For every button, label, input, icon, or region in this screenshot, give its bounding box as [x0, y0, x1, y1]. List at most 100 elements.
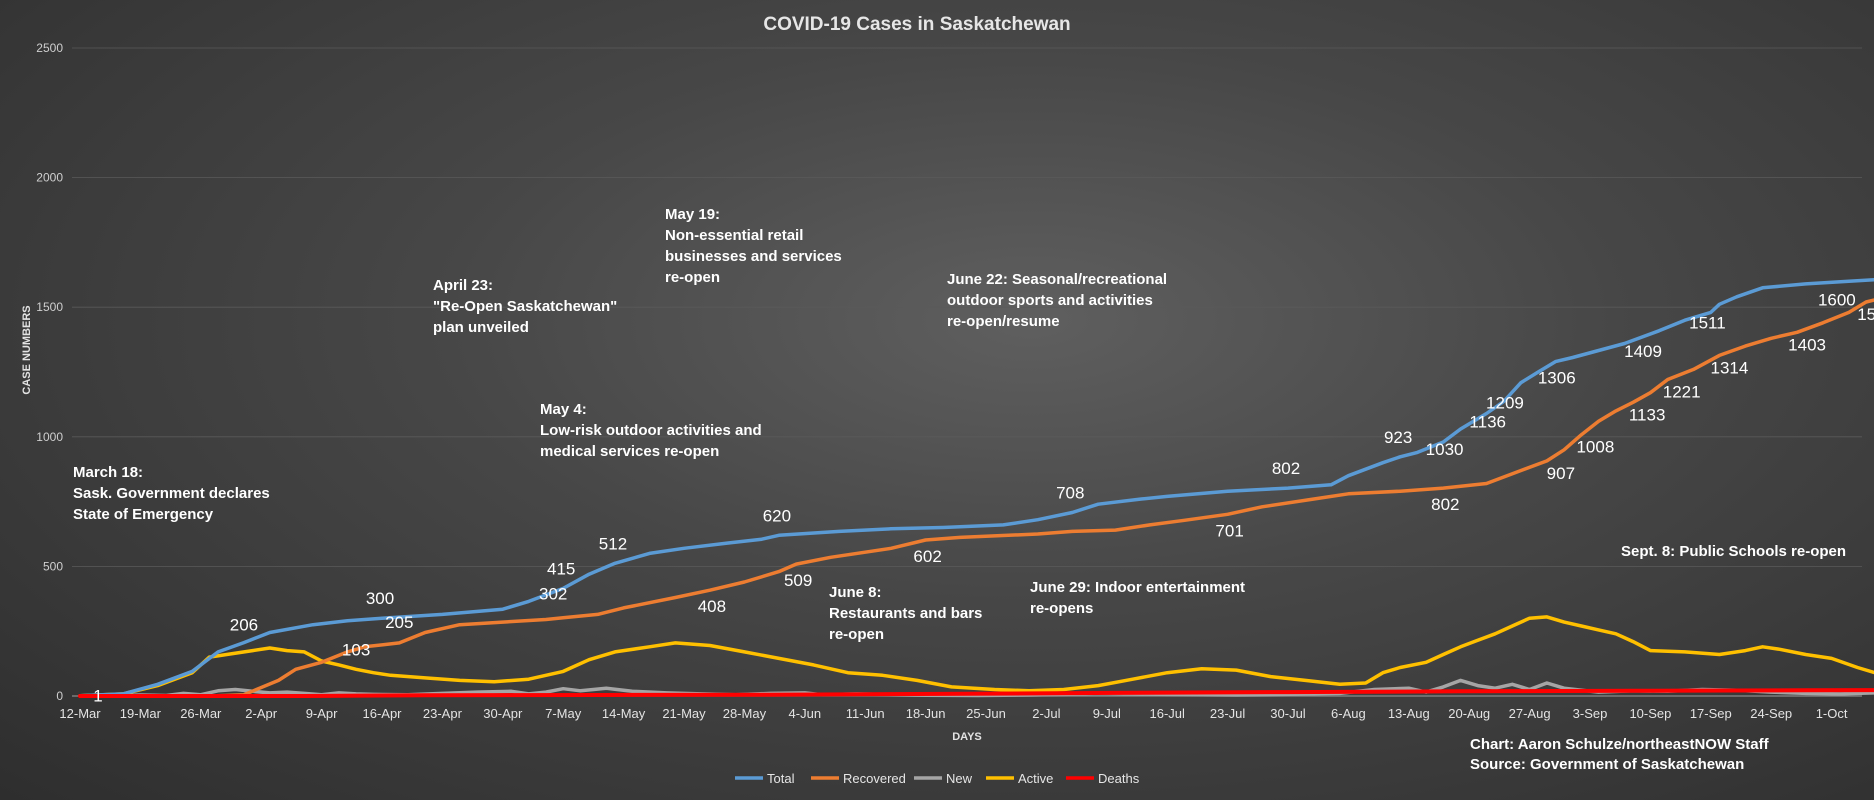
data-label: 1314	[1711, 358, 1749, 377]
y-axis-ticks: 0 500 1000 1500 2000 2500	[36, 41, 63, 703]
annotation-line: June 29: Indoor entertainment	[1030, 579, 1245, 596]
annotation: May 19: Non-essential retail businesses an…	[665, 206, 842, 286]
x-tick-label: 24-Sep	[1750, 706, 1792, 721]
data-label: 1600	[1818, 290, 1856, 309]
data-label: 300	[366, 589, 394, 608]
x-tick-label: 2-Apr	[245, 706, 277, 721]
x-tick-label: 21-May	[662, 706, 706, 721]
series-line-recovered	[78, 298, 1874, 698]
credit-line: Source: Government of Saskatchewan	[1470, 756, 1744, 773]
annotation-line: medical services re-open	[540, 443, 719, 460]
annotation: June 29: Indoor entertainment re-opens	[1030, 579, 1245, 617]
annotation-line: Restaurants and bars	[829, 605, 982, 622]
x-tick-label: 16-Apr	[362, 706, 402, 721]
data-label: 1136	[1469, 413, 1506, 432]
data-label: 1409	[1624, 342, 1662, 361]
data-label: 1030	[1426, 440, 1464, 459]
data-label: 1306	[1538, 368, 1576, 387]
annotation-line: Sask. Government declares	[73, 485, 270, 502]
x-tick-label: 25-Jun	[966, 706, 1006, 721]
series-lines	[78, 278, 1874, 698]
annotation-line: April 23:	[433, 277, 493, 294]
data-label: 620	[763, 506, 791, 525]
data-label: 1511	[1689, 313, 1726, 332]
x-tick-label: 19-Mar	[120, 706, 162, 721]
data-label: 701	[1215, 521, 1243, 540]
x-tick-label: 9-Apr	[306, 706, 338, 721]
data-label: 923	[1384, 428, 1412, 447]
x-tick-label: 30-Apr	[483, 706, 523, 721]
data-label: 415	[547, 559, 575, 578]
x-tick-label: 9-Jul	[1093, 706, 1121, 721]
series-line-active	[78, 615, 1874, 698]
x-tick-label: 1-Oct	[1816, 706, 1848, 721]
legend-label-deaths: Deaths	[1098, 771, 1140, 786]
x-tick-label: 7-May	[545, 706, 582, 721]
x-tick-label: 11-Jun	[846, 706, 885, 721]
legend-label-active: Active	[1018, 771, 1053, 786]
x-tick-label: 27-Aug	[1509, 706, 1551, 721]
annotation-line: Sept. 8: Public Schools re-open	[1621, 543, 1846, 560]
annotation-line: re-open	[665, 269, 720, 286]
x-tick-label: 23-Jul	[1210, 706, 1246, 721]
x-tick-label: 18-Jun	[906, 706, 946, 721]
data-label: 1133	[1629, 405, 1666, 424]
annotation-line: Low-risk outdoor activities and	[540, 422, 762, 439]
data-label: 103	[342, 640, 370, 659]
gridlines	[72, 47, 1862, 697]
x-tick-label: 23-Apr	[423, 706, 463, 721]
annotation: June 8: Restaurants and bars re-open	[829, 584, 982, 643]
x-tick-label: 26-Mar	[180, 706, 222, 721]
data-label: 602	[913, 547, 941, 566]
annotation: May 4: Low-risk outdoor activities and med…	[540, 401, 762, 460]
annotation-line: plan unveiled	[433, 319, 529, 336]
data-label: 1520	[1857, 305, 1874, 324]
x-tick-label: 13-Aug	[1388, 706, 1430, 721]
x-tick-label: 17-Sep	[1690, 706, 1732, 721]
credit-line: Chart: Aaron Schulze/northeastNOW Staff	[1470, 736, 1770, 753]
legend-label-new: New	[946, 771, 973, 786]
annotation-line: outdoor sports and activities	[947, 292, 1153, 309]
legend-label-total: Total	[767, 771, 795, 786]
y-tick-label: 1500	[36, 300, 63, 314]
annotation-line: businesses and services	[665, 248, 842, 265]
chart-credit: Chart: Aaron Schulze/northeastNOW Staff S…	[1470, 736, 1770, 773]
legend-label-recovered: Recovered	[843, 771, 906, 786]
x-tick-label: 3-Sep	[1573, 706, 1608, 721]
x-axis-ticks: 12-Mar 19-Mar 26-Mar 2-Apr 9-Apr 16-Apr 23-Apr…	[59, 706, 1847, 721]
x-tick-label: 16-Jul	[1149, 706, 1185, 721]
chart-title: COVID-19 Cases in Saskatchewan	[763, 14, 1070, 35]
x-tick-label: 6-Aug	[1331, 706, 1366, 721]
annotation: March 18: Sask. Government declares State …	[73, 464, 270, 523]
data-label: 1008	[1576, 438, 1614, 457]
data-label: 206	[230, 616, 258, 635]
x-tick-label: 30-Jul	[1270, 706, 1306, 721]
data-label: 205	[385, 613, 413, 632]
data-label: 1221	[1663, 383, 1701, 402]
x-tick-label: 20-Aug	[1448, 706, 1490, 721]
series-line-total	[78, 278, 1874, 698]
data-label: 802	[1272, 459, 1300, 478]
annotation: April 23: "Re-Open Saskatchewan" plan unve…	[433, 277, 617, 336]
data-label: 302	[539, 585, 567, 604]
annotation-line: re-open	[829, 626, 884, 643]
data-label: 907	[1547, 464, 1575, 483]
data-label: 1403	[1788, 335, 1826, 354]
x-tick-label: 28-May	[723, 706, 767, 721]
annotation-line: May 19:	[665, 206, 720, 223]
annotation-line: May 4:	[540, 401, 587, 418]
annotation: Sept. 8: Public Schools re-open	[1621, 543, 1846, 560]
data-label: 1	[93, 687, 102, 706]
data-label: 408	[698, 597, 726, 616]
annotation-line: re-opens	[1030, 600, 1093, 617]
y-axis-title: CASE NUMBERS	[21, 305, 33, 394]
annotation-line: re-open/resume	[947, 313, 1060, 330]
data-label: 512	[599, 534, 627, 553]
y-tick-label: 2500	[36, 41, 63, 55]
y-tick-label: 2000	[36, 171, 63, 185]
y-tick-label: 1000	[36, 430, 63, 444]
annotation: June 22: Seasonal/recreational outdoor sp…	[947, 271, 1167, 330]
